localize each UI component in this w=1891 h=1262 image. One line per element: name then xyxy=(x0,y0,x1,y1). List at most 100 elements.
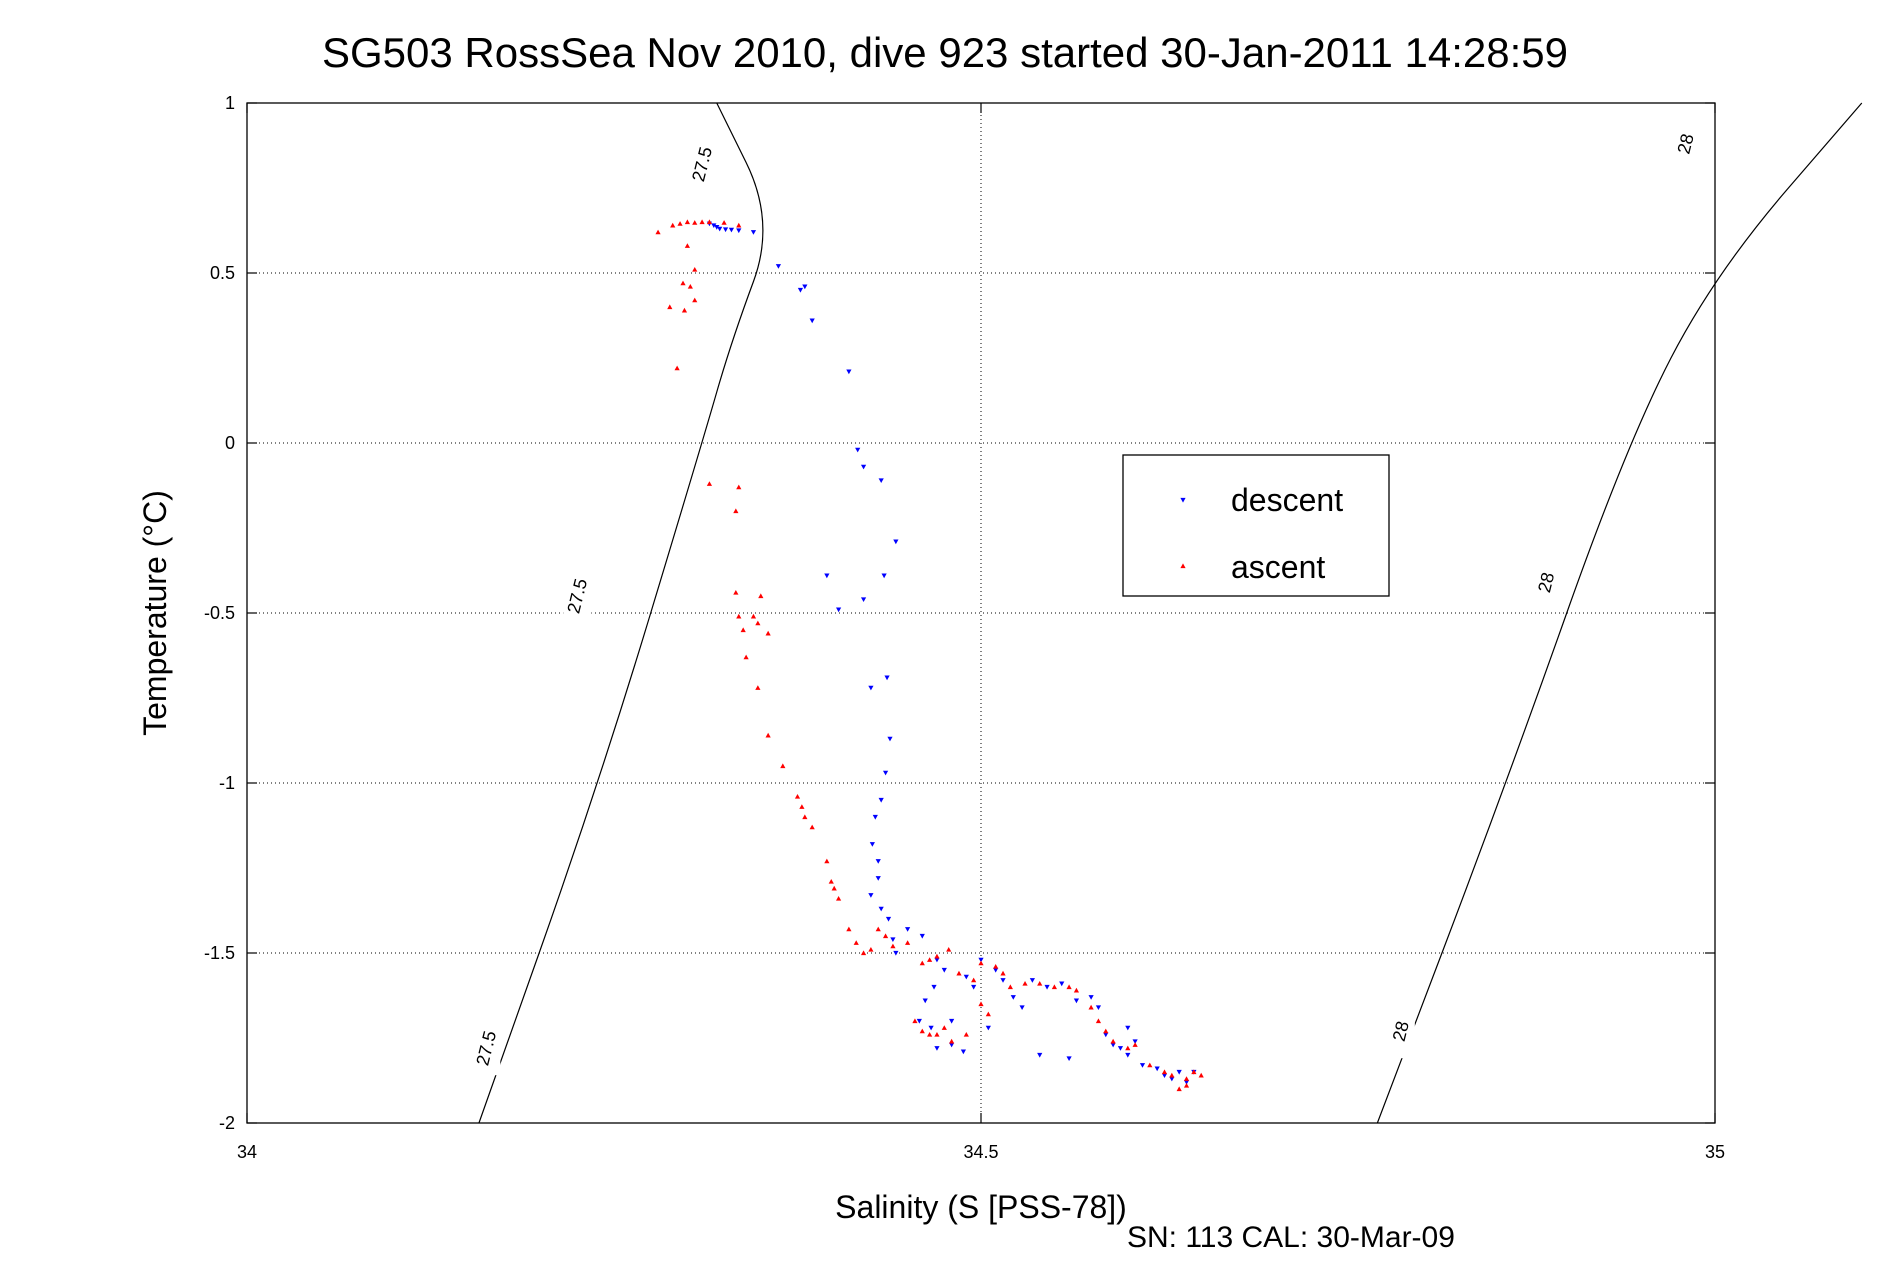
point-ascent xyxy=(765,732,771,738)
point-ascent xyxy=(919,960,925,966)
point-ascent xyxy=(882,933,889,939)
point-descent xyxy=(736,228,742,234)
contour-label-bg xyxy=(472,1021,501,1076)
grid-lines xyxy=(247,103,1715,1123)
point-descent xyxy=(885,916,892,922)
point-ascent xyxy=(890,943,896,949)
point-descent xyxy=(1183,1080,1190,1085)
point-ascent xyxy=(828,879,834,884)
point-descent xyxy=(963,974,969,980)
point-descent xyxy=(971,984,977,990)
y-axis-label: Temperature (°C) xyxy=(137,490,173,736)
point-descent xyxy=(1095,1005,1102,1010)
point-ascent xyxy=(963,1032,969,1037)
point-descent xyxy=(882,770,889,776)
point-descent xyxy=(846,369,852,375)
point-ascent xyxy=(733,508,739,514)
point-ascent xyxy=(1169,1072,1175,1078)
point-descent xyxy=(919,933,925,939)
point-descent xyxy=(1037,1052,1043,1058)
point-ascent xyxy=(802,814,808,820)
x-tick-label: 35 xyxy=(1705,1142,1725,1162)
point-ascent xyxy=(1022,981,1028,986)
point-ascent xyxy=(1073,987,1080,993)
point-ascent xyxy=(755,685,761,690)
point-ascent xyxy=(1198,1072,1204,1078)
point-ascent xyxy=(985,1011,991,1017)
point-ascent xyxy=(780,763,786,769)
contour-label-28: 28 xyxy=(1534,570,1558,594)
legend-marker-ascent xyxy=(1180,563,1186,569)
point-ascent xyxy=(836,896,842,901)
data-points xyxy=(655,219,1204,1092)
point-descent xyxy=(717,226,723,232)
point-descent xyxy=(868,685,874,691)
point-descent xyxy=(1110,1042,1116,1048)
point-ascent xyxy=(680,280,686,286)
contour-label-28: 28 xyxy=(1674,132,1698,156)
point-ascent xyxy=(755,620,761,626)
point-ascent xyxy=(1037,981,1043,986)
point-ascent xyxy=(824,858,830,864)
contour-label-bg xyxy=(688,137,717,192)
point-descent xyxy=(875,859,881,864)
point-descent xyxy=(1176,1069,1182,1075)
point-descent xyxy=(1000,978,1006,983)
point-ascent xyxy=(684,243,690,248)
point-ascent xyxy=(743,654,749,660)
point-descent xyxy=(722,227,729,233)
point-ascent xyxy=(765,630,771,636)
point-descent xyxy=(1066,1056,1072,1061)
point-descent xyxy=(872,814,878,820)
point-ascent xyxy=(934,953,940,959)
point-ascent xyxy=(692,220,698,225)
point-descent xyxy=(922,998,928,1004)
point-descent xyxy=(1073,998,1080,1004)
point-ascent xyxy=(733,590,739,595)
point-ascent xyxy=(736,484,742,490)
y-tick-label: 1 xyxy=(225,93,235,113)
y-tick-label: -0.5 xyxy=(204,603,235,623)
point-descent xyxy=(993,967,999,973)
point-ascent xyxy=(794,794,801,799)
point-ascent xyxy=(721,220,727,225)
point-ascent xyxy=(809,824,815,830)
point-descent xyxy=(890,937,896,942)
point-ascent xyxy=(1007,984,1013,990)
point-descent xyxy=(1029,978,1035,983)
point-descent xyxy=(824,573,830,579)
point-descent xyxy=(881,573,887,579)
point-ascent xyxy=(736,613,742,619)
point-descent xyxy=(1125,1025,1131,1031)
point-ascent xyxy=(993,964,999,969)
point-ascent xyxy=(699,219,705,225)
x-axis-label: Salinity (S [PSS-78]) xyxy=(835,1189,1127,1225)
point-ascent xyxy=(1110,1038,1116,1044)
point-descent xyxy=(1059,981,1065,987)
contour-label-bg xyxy=(1532,555,1561,610)
point-ascent xyxy=(1176,1086,1182,1092)
point-descent xyxy=(928,1025,934,1031)
contour-line-27.5 xyxy=(478,102,764,1124)
instrument-info: SN: 113 CAL: 30-Mar-09 xyxy=(1127,1221,1455,1254)
point-ascent xyxy=(927,957,933,962)
point-descent xyxy=(1139,1063,1146,1068)
point-ascent xyxy=(799,804,805,809)
legend-marker-ascent-shape xyxy=(1180,563,1186,569)
point-descent xyxy=(1125,1052,1131,1058)
point-descent xyxy=(949,1018,955,1024)
point-descent xyxy=(860,597,867,602)
point-descent xyxy=(750,230,757,235)
legend: descent ascent xyxy=(1122,454,1390,597)
point-descent xyxy=(868,893,874,898)
point-descent xyxy=(1103,1032,1109,1038)
point-ascent xyxy=(946,947,952,952)
point-ascent xyxy=(912,1018,918,1024)
legend-box xyxy=(1122,454,1390,597)
contour-line-28 xyxy=(1376,102,1863,1124)
contour-label-bg xyxy=(563,569,592,623)
point-descent xyxy=(931,984,937,990)
point-ascent xyxy=(684,219,690,225)
